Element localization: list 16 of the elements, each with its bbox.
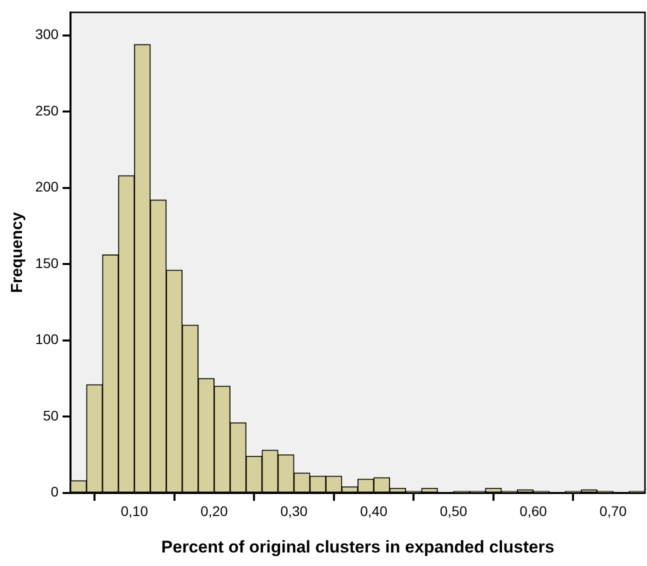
y-axis-title: Frequency (9, 212, 26, 294)
y-tick-label: 0 (50, 484, 59, 500)
x-tick-label: 0,60 (520, 503, 548, 520)
y-tick-label: 200 (35, 178, 59, 195)
x-tick-label: 0,40 (360, 503, 388, 520)
x-tick-label: 0,50 (440, 503, 468, 520)
x-tick-label: 0,20 (200, 503, 228, 520)
x-tick-label: 0,30 (280, 503, 308, 520)
y-tick-label: 300 (35, 26, 59, 42)
y-tick-label: 250 (35, 102, 59, 118)
y-tick-label: 100 (35, 331, 59, 348)
x-axis-title: Percent of original clusters in expanded clusters (161, 537, 554, 556)
x-tick-label: 0,70 (599, 503, 627, 520)
y-tick-label: 150 (35, 254, 59, 271)
x-tick-label: 0,10 (120, 503, 148, 520)
y-tick-label: 50 (42, 407, 59, 424)
